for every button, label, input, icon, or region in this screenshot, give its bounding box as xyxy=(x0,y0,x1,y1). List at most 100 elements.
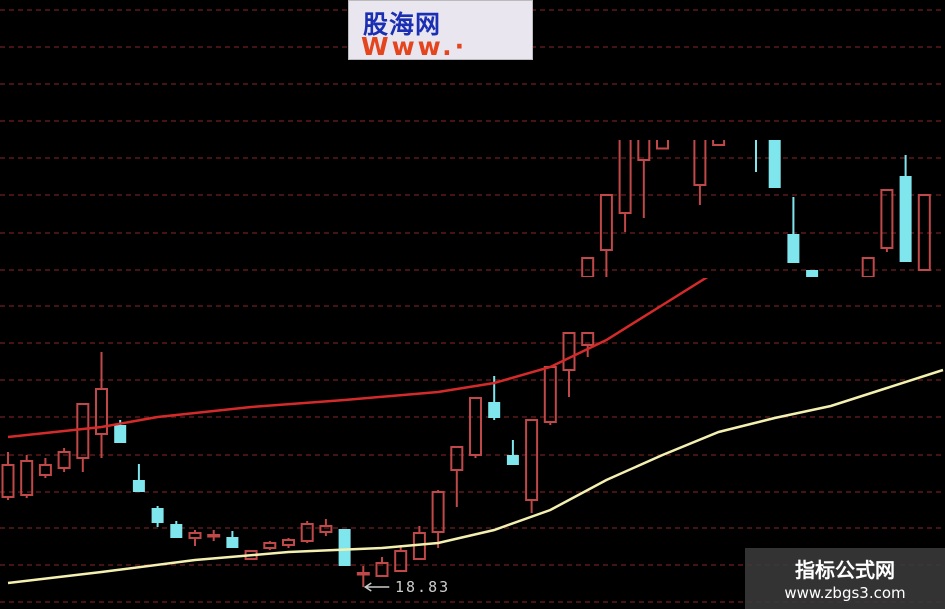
candle-up xyxy=(300,521,314,543)
candle-up xyxy=(656,140,669,150)
candle-up xyxy=(375,557,389,577)
candle-body xyxy=(170,524,183,538)
candle-body xyxy=(488,402,501,418)
candle-body xyxy=(338,529,351,566)
candle-body xyxy=(226,537,239,548)
grid-lines xyxy=(0,9,945,603)
low-annotation xyxy=(363,582,390,592)
candle-up xyxy=(431,490,445,548)
candle-body xyxy=(599,194,613,251)
candle-down xyxy=(488,376,501,420)
candle-up xyxy=(412,526,426,560)
candle-down xyxy=(132,464,145,492)
candle-up xyxy=(469,397,482,458)
candle-up xyxy=(57,448,71,472)
candle-up xyxy=(38,458,52,478)
candle-up xyxy=(1,452,15,500)
candle-body xyxy=(57,451,71,469)
candle-body xyxy=(861,257,875,277)
candle-body xyxy=(506,455,519,465)
candle-body xyxy=(20,460,34,496)
candle-body xyxy=(637,140,651,161)
candle-body xyxy=(114,425,127,443)
candle-up xyxy=(880,189,894,252)
candle-up xyxy=(282,538,295,548)
candle-body xyxy=(300,523,314,542)
candle-body xyxy=(787,234,800,263)
candle-body xyxy=(917,194,931,271)
candle-down xyxy=(806,270,819,277)
candle-up xyxy=(599,194,613,277)
candle-up xyxy=(319,519,333,536)
candle-body xyxy=(543,366,557,423)
candle-body xyxy=(469,397,482,456)
watermark-title: 指标公式网 xyxy=(795,558,895,582)
ma-line-red xyxy=(7,278,709,439)
logo-text-en: Www.· xyxy=(361,32,468,60)
candle-body xyxy=(806,270,819,277)
candle-up xyxy=(525,419,539,513)
candle-body xyxy=(618,140,632,214)
candle-body xyxy=(38,464,52,476)
candle-down xyxy=(899,155,912,262)
candle-up xyxy=(20,455,34,498)
candle-down xyxy=(151,506,164,527)
candle-up xyxy=(861,257,875,277)
candle-up xyxy=(450,446,464,507)
candle-body xyxy=(880,189,894,249)
candle-body xyxy=(525,419,539,501)
candle-body xyxy=(132,480,145,492)
candle-body xyxy=(581,332,595,346)
candles-lower xyxy=(1,332,595,587)
candle-up xyxy=(917,194,931,271)
watermark: 指标公式网 www.zbgs3.com xyxy=(745,548,945,609)
candle-down xyxy=(170,521,183,538)
candle-body xyxy=(95,388,108,435)
candle-up xyxy=(263,541,277,550)
candle-up xyxy=(618,140,632,232)
candle-body xyxy=(656,140,669,150)
candle-up xyxy=(95,352,108,458)
watermark-url: www.zbgs3.com xyxy=(784,584,906,602)
candle-body xyxy=(431,491,445,533)
candles-upper xyxy=(581,114,931,277)
candle-body xyxy=(394,550,408,572)
candle-up xyxy=(693,140,707,205)
candle-body xyxy=(1,464,15,498)
candle-up xyxy=(356,566,370,587)
candle-body xyxy=(188,532,202,539)
candle-body xyxy=(282,539,295,546)
candle-down xyxy=(226,531,239,548)
candle-up xyxy=(637,140,651,218)
candle-up xyxy=(207,530,221,541)
ma-line-yellow xyxy=(7,368,944,585)
candle-up xyxy=(394,545,408,572)
candle-down xyxy=(506,440,519,465)
logo-guhaiwang: 股海网 Www.· xyxy=(348,0,533,60)
candle-up xyxy=(581,332,595,357)
candle-body xyxy=(581,257,595,277)
candle-body xyxy=(207,534,221,538)
candle-body xyxy=(712,140,726,146)
candle-body xyxy=(768,140,781,188)
candle-up xyxy=(581,257,595,277)
candle-body xyxy=(375,562,389,577)
candle-down xyxy=(787,197,800,263)
candle-body xyxy=(693,140,707,186)
candle-up xyxy=(76,403,90,472)
annotation-arrow-head xyxy=(363,582,372,592)
candle-down xyxy=(768,140,781,188)
low-price-label: 18.83 xyxy=(395,578,451,596)
candle-up xyxy=(712,140,726,146)
candle-body xyxy=(750,114,762,119)
candle-body xyxy=(319,525,333,533)
candle-down xyxy=(750,114,762,172)
candle-body xyxy=(899,176,912,262)
candle-up xyxy=(188,530,202,546)
candle-body xyxy=(356,572,370,576)
candle-body xyxy=(450,446,464,471)
moving-averages xyxy=(7,278,944,585)
candle-body xyxy=(76,403,90,459)
